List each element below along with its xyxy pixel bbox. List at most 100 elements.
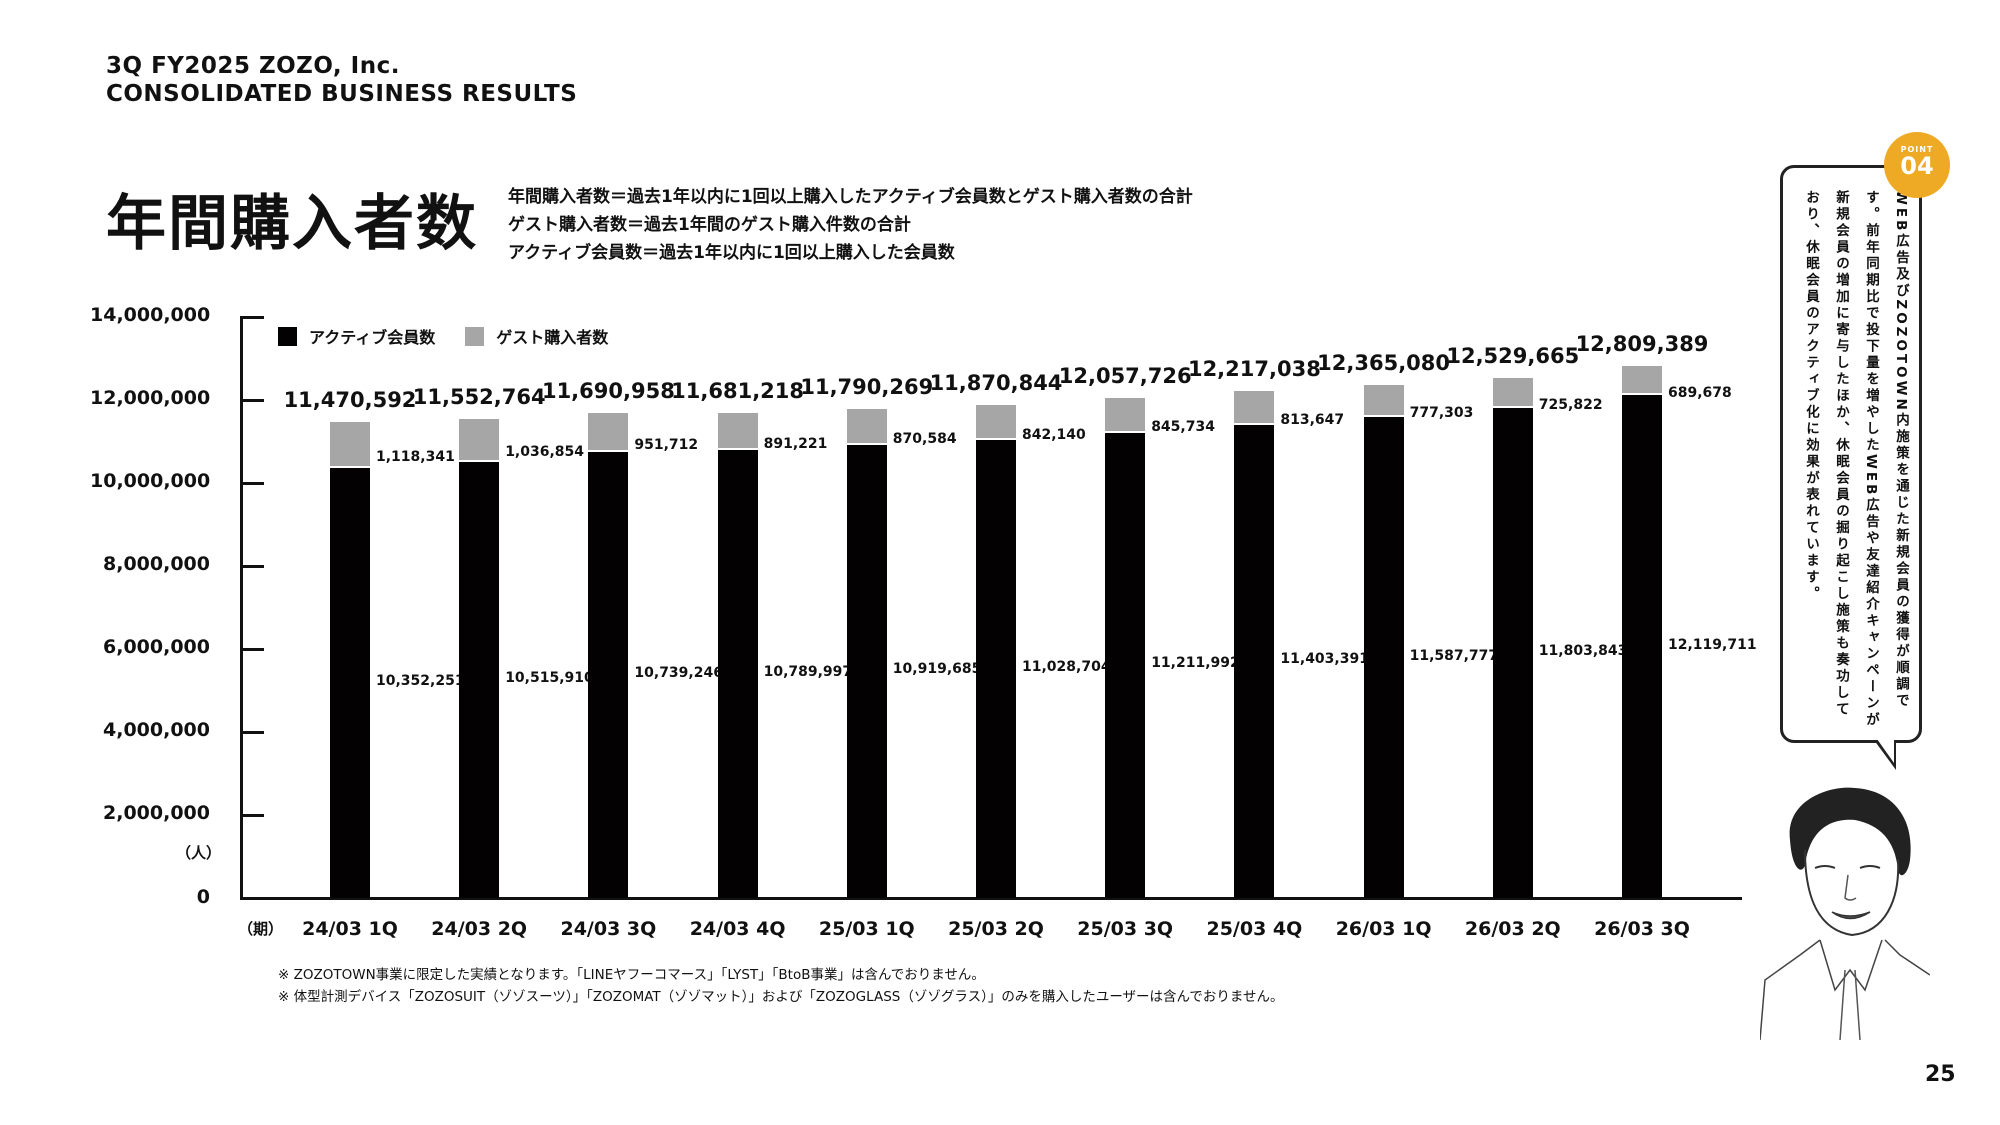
bar-guest-label: 725,822 <box>1538 397 1603 414</box>
bar-active-label: 10,352,251 <box>376 673 465 690</box>
header-line-2: CONSOLIDATED BUSINESS RESULTS <box>106 81 578 107</box>
speech-bubble-tail-fill <box>1877 739 1894 763</box>
x-tick-label: 26/03 2Q <box>1464 918 1561 940</box>
x-tick-label: 24/03 4Q <box>689 918 786 940</box>
bar-segment-guest <box>459 418 500 462</box>
bar-segment-active <box>1234 424 1275 898</box>
x-tick-label: 25/03 1Q <box>818 918 915 940</box>
bar-active-label: 11,403,391 <box>1280 651 1369 668</box>
bar-total-label: 12,057,726 <box>1058 363 1192 388</box>
footnote-1: ※ ZOZOTOWN事業に限定した実績となります。「LINEヤフーコマース」「L… <box>278 967 985 983</box>
bar-guest-label: 1,118,341 <box>376 449 455 466</box>
bar-active-label: 10,515,910 <box>505 669 594 686</box>
legend-item-active: アクティブ会員数 <box>278 324 435 348</box>
bar-guest-label: 951,712 <box>634 436 699 453</box>
bar-active-label: 11,587,777 <box>1409 647 1499 664</box>
x-tick-label: 25/03 3Q <box>1077 918 1174 940</box>
bar-total-label: 12,217,038 <box>1187 356 1321 381</box>
y-tick <box>240 814 264 817</box>
presenter-portrait-illustration <box>1760 787 1930 1041</box>
y-tick-label: 0 <box>196 886 210 908</box>
point-label: POINT <box>1900 145 1934 154</box>
chart-legend: アクティブ会員数 ゲスト購入者数 <box>278 324 628 348</box>
bar-total-label: 11,470,592 <box>283 387 417 412</box>
bar-segment-guest <box>1234 390 1275 425</box>
x-axis-line <box>240 897 1742 900</box>
bar-total-label: 11,690,958 <box>541 378 675 403</box>
x-tick-label: 24/03 2Q <box>431 918 528 940</box>
x-tick-label: 26/03 1Q <box>1335 918 1432 940</box>
footnote-2: ※ 体型計測デバイス「ZOZOSUIT（ゾゾスーツ）」「ZOZOMAT（ゾゾマッ… <box>278 989 1284 1005</box>
y-tick <box>240 648 264 651</box>
bar-guest-label: 813,647 <box>1280 411 1345 428</box>
y-tick <box>240 565 264 568</box>
bar-segment-guest <box>1105 397 1146 433</box>
bar-segment-guest <box>1492 378 1533 409</box>
y-tick <box>240 482 264 485</box>
stacked-bar-chart: 14,000,000 12,000,000 10,000,000 8,000,0… <box>90 304 1757 940</box>
bar-guest-label: 891,221 <box>763 435 828 452</box>
bar-segment-guest <box>1622 366 1662 396</box>
bar-active-label: 11,803,843 <box>1538 643 1628 660</box>
legend-label-active: アクティブ会員数 <box>309 328 436 347</box>
bar-segment-active <box>846 444 887 898</box>
x-tick-label: 25/03 4Q <box>1206 918 1303 940</box>
point-number: 04 <box>1900 152 1934 180</box>
bar-total-label: 11,681,218 <box>671 379 805 404</box>
bar-active-label: 11,028,704 <box>1022 659 1111 676</box>
bar-guest-label: 689,678 <box>1668 384 1732 401</box>
bar-segment-active <box>976 440 1016 898</box>
y-tick <box>240 399 264 402</box>
bar-guest-label: 845,734 <box>1151 419 1215 436</box>
y-tick-label: 10,000,000 <box>90 470 211 492</box>
x-tick-label: 26/03 3Q <box>1594 918 1690 940</box>
bar-segment-active <box>1363 417 1404 898</box>
bar-segment-guest <box>1363 384 1404 418</box>
bar-segment-active <box>717 450 758 898</box>
bar-active-label: 10,739,246 <box>634 665 723 682</box>
bar-total-label: 11,870,844 <box>929 371 1063 396</box>
x-tick-label: 25/03 2Q <box>948 918 1044 940</box>
x-axis-unit: （期） <box>238 920 284 938</box>
bar-guest-label: 777,303 <box>1409 404 1474 421</box>
y-tick-label: 6,000,000 <box>103 636 210 658</box>
y-tick-label: 4,000,000 <box>103 719 210 741</box>
bar-segment-guest <box>846 408 887 445</box>
point-commentary: WEB広告及びZOZOTOWN内施策を通じた新規会員の獲得が順調です。前年同期比… <box>1803 190 1909 729</box>
point-badge: POINT 04 <box>1884 132 1950 198</box>
y-tick-label: 2,000,000 <box>103 802 210 824</box>
y-axis-unit: （人） <box>176 844 222 862</box>
bar-guest-label: 870,584 <box>892 430 957 447</box>
bar-active-label: 10,919,685 <box>892 661 982 678</box>
page-number: 25 <box>1925 1062 1956 1087</box>
speech-bubble <box>1780 165 1922 743</box>
bar-guest-label: 842,140 <box>1022 426 1086 443</box>
y-tick <box>240 731 264 734</box>
y-tick-label: 14,000,000 <box>90 304 211 326</box>
y-axis-line <box>240 317 243 900</box>
legend-swatch-active <box>278 326 297 346</box>
legend-label-guest: ゲスト購入者数 <box>496 328 609 347</box>
legend-swatch-guest <box>465 326 485 346</box>
header-line-1: 3Q FY2025 ZOZO, Inc. <box>106 53 400 79</box>
x-tick-label: 24/03 1Q <box>302 918 398 940</box>
footnotes: ※ ZOZOTOWN事業に限定した実績となります。「LINEヤフーコマース」「L… <box>278 964 1283 1008</box>
definition-active: アクティブ会員数＝過去1年以内に1回以上購入した会員数 <box>508 243 955 263</box>
y-tick-label: 8,000,000 <box>103 553 210 575</box>
bar-guest-label: 1,036,854 <box>505 444 585 461</box>
y-tick <box>240 316 264 319</box>
bar-segment-active <box>1622 395 1662 898</box>
bar-segment-guest <box>330 421 370 469</box>
bar-segment-guest <box>976 405 1016 441</box>
bar-segment-active <box>330 468 370 898</box>
report-header: 3Q FY2025 ZOZO, Inc. CONSOLIDATED BUSINE… <box>106 52 577 108</box>
bar-total-label: 12,365,080 <box>1317 350 1451 375</box>
bar-total-label: 12,809,389 <box>1575 332 1709 357</box>
bar-total-label: 12,529,665 <box>1446 344 1580 369</box>
definitions: 年間購入者数＝過去1年以内に1回以上購入したアクティブ会員数とゲスト購入者数の合… <box>508 183 1193 267</box>
bar-segment-active <box>459 461 500 898</box>
bar-segment-active <box>1492 408 1533 898</box>
bar-segment-guest <box>588 412 629 453</box>
bar-segment-guest <box>717 413 758 451</box>
definition-guest: ゲスト購入者数＝過去1年間のゲスト購入件数の合計 <box>508 215 911 235</box>
